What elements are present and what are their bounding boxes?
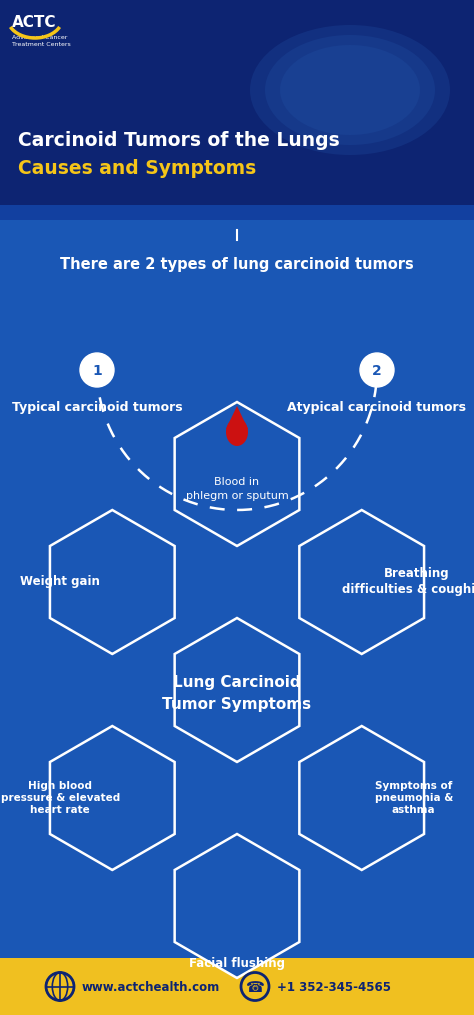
Polygon shape <box>174 402 300 546</box>
Polygon shape <box>174 834 300 978</box>
Text: www.actchealth.com: www.actchealth.com <box>82 982 220 994</box>
Text: Blood in
phlegm or sputum: Blood in phlegm or sputum <box>186 477 288 500</box>
Bar <box>0 0 474 205</box>
Text: Weight gain: Weight gain <box>20 576 100 589</box>
Polygon shape <box>50 510 174 654</box>
Polygon shape <box>174 618 300 762</box>
Bar <box>0 220 474 958</box>
Text: Tumor Symptoms: Tumor Symptoms <box>163 696 311 712</box>
Text: Lung Carcinoid: Lung Carcinoid <box>173 675 301 689</box>
Text: ☎: ☎ <box>246 980 264 995</box>
Polygon shape <box>226 406 248 429</box>
Ellipse shape <box>250 25 450 155</box>
Bar <box>0 205 474 220</box>
Circle shape <box>80 353 114 387</box>
Polygon shape <box>50 726 174 870</box>
Text: There are 2 types of lung carcinoid tumors: There are 2 types of lung carcinoid tumo… <box>60 258 414 272</box>
Text: Typical carcinoid tumors: Typical carcinoid tumors <box>12 402 182 414</box>
Text: Advanced Cancer
Treatment Centers: Advanced Cancer Treatment Centers <box>12 35 71 47</box>
Polygon shape <box>300 510 424 654</box>
Polygon shape <box>300 726 424 870</box>
Ellipse shape <box>265 35 435 145</box>
Text: Causes and Symptoms: Causes and Symptoms <box>18 158 256 178</box>
Ellipse shape <box>226 418 248 446</box>
Text: 1: 1 <box>92 364 102 378</box>
Bar <box>0 958 474 1015</box>
Text: Breathing
difficulties & coughing: Breathing difficulties & coughing <box>342 567 474 597</box>
Text: 2: 2 <box>372 364 382 378</box>
Text: Atypical carcinoid tumors: Atypical carcinoid tumors <box>288 402 466 414</box>
Text: High blood
pressure & elevated
heart rate: High blood pressure & elevated heart rat… <box>0 781 120 815</box>
Text: Facial flushing: Facial flushing <box>189 957 285 970</box>
Circle shape <box>360 353 394 387</box>
Text: +1 352-345-4565: +1 352-345-4565 <box>277 982 391 994</box>
Text: Symptoms of
pneumonia &
asthma: Symptoms of pneumonia & asthma <box>374 781 453 815</box>
Text: ACTC: ACTC <box>12 15 56 30</box>
Text: Carcinoid Tumors of the Lungs: Carcinoid Tumors of the Lungs <box>18 131 340 149</box>
Ellipse shape <box>280 45 420 135</box>
